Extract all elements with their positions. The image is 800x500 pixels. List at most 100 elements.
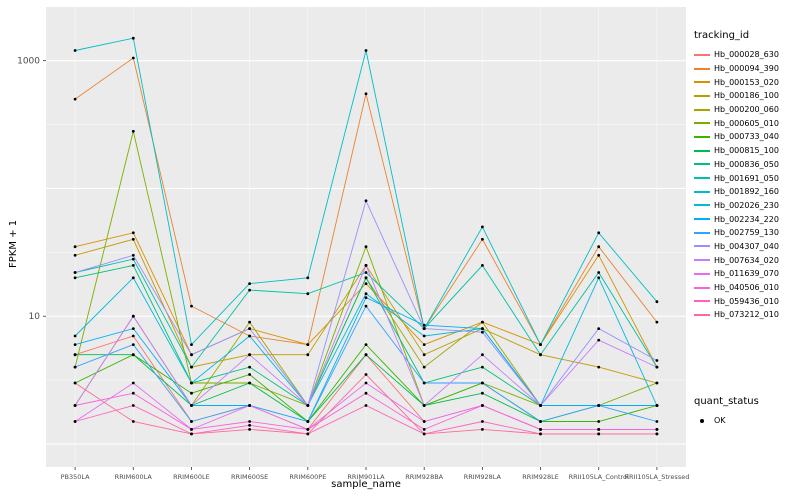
legend-item: Hb_000094_390 bbox=[694, 62, 779, 76]
legend-key-line-icon bbox=[694, 63, 710, 75]
legend-label: Hb_000605_010 bbox=[714, 118, 779, 128]
data-point bbox=[655, 359, 659, 362]
legend-label: Hb_000815_100 bbox=[714, 146, 779, 156]
legend-label: Hb_000186_100 bbox=[714, 91, 779, 101]
series-color-line bbox=[694, 53, 710, 56]
data-point bbox=[422, 323, 426, 327]
data-point bbox=[655, 432, 659, 436]
data-point bbox=[131, 257, 135, 261]
series-color-line bbox=[694, 177, 710, 180]
data-point bbox=[655, 300, 659, 304]
legend-key-line-icon bbox=[694, 213, 710, 225]
data-point bbox=[248, 404, 252, 407]
data-point bbox=[597, 404, 601, 407]
legend-key-line-icon bbox=[694, 131, 710, 143]
data-point bbox=[655, 365, 659, 369]
data-point bbox=[190, 420, 193, 423]
data-point bbox=[364, 353, 368, 357]
data-point bbox=[131, 391, 135, 395]
data-point bbox=[248, 428, 252, 431]
legend-key-line-icon bbox=[694, 90, 710, 102]
legend-key-line-icon bbox=[694, 282, 710, 294]
series-color-line bbox=[694, 272, 710, 275]
data-point bbox=[131, 314, 135, 318]
legend-tracking-id: tracking_id Hb_000028_630 Hb_000094_390 Hb… bbox=[694, 30, 779, 322]
data-point bbox=[481, 237, 484, 241]
y-tick-label: 10 bbox=[29, 312, 41, 322]
x-axis-title: sample_name bbox=[331, 479, 401, 490]
series-color-line bbox=[694, 245, 710, 248]
legend-label: Hb_011639_070 bbox=[714, 269, 779, 279]
data-point bbox=[422, 432, 426, 436]
data-point bbox=[73, 276, 77, 280]
data-point bbox=[597, 365, 601, 369]
data-point bbox=[364, 245, 368, 249]
data-point bbox=[364, 404, 368, 407]
data-point bbox=[364, 276, 368, 280]
x-tick-label: RRII105LA_Control bbox=[569, 473, 629, 481]
data-point bbox=[73, 49, 77, 52]
data-point bbox=[306, 353, 310, 357]
x-tick-label: RRIM928LE bbox=[522, 473, 559, 481]
data-point bbox=[73, 253, 77, 257]
legend-item: Hb_040506_010 bbox=[694, 281, 779, 295]
series-color-line bbox=[694, 94, 710, 97]
data-point bbox=[131, 343, 135, 346]
data-point bbox=[73, 420, 77, 423]
data-point bbox=[422, 334, 426, 338]
data-point bbox=[306, 404, 310, 407]
data-point bbox=[73, 271, 77, 274]
legend-item: Hb_007634_020 bbox=[694, 253, 779, 267]
data-point bbox=[364, 92, 368, 96]
data-point bbox=[190, 304, 193, 308]
x-tick-label: RRIM600LA bbox=[115, 473, 153, 481]
data-point bbox=[481, 420, 484, 423]
data-point bbox=[131, 327, 135, 330]
data-point bbox=[597, 327, 601, 330]
legend-label: OK bbox=[714, 416, 726, 426]
legend-key-line-icon bbox=[694, 309, 710, 321]
data-point bbox=[306, 292, 310, 296]
x-tick-label: RRIM928BA bbox=[405, 473, 443, 481]
data-point bbox=[481, 353, 484, 357]
data-point bbox=[481, 320, 484, 324]
x-tick-label: RRIM600LE bbox=[173, 473, 210, 481]
legend-key-line-icon bbox=[694, 117, 710, 129]
x-tick-label: PB350LA bbox=[61, 473, 91, 481]
data-point bbox=[539, 343, 542, 346]
legend-label: Hb_001892_160 bbox=[714, 187, 779, 197]
legend-item: Hb_002026_230 bbox=[694, 199, 779, 213]
legend-label: Hb_000733_040 bbox=[714, 132, 779, 142]
data-point bbox=[364, 282, 368, 285]
data-point bbox=[655, 420, 659, 423]
data-point bbox=[481, 404, 484, 407]
data-point bbox=[190, 404, 193, 407]
legend-key-line-icon bbox=[694, 268, 710, 280]
data-point bbox=[190, 353, 193, 357]
legend-key-line-icon bbox=[694, 295, 710, 307]
data-point bbox=[306, 420, 310, 423]
legend-label: Hb_001691_050 bbox=[714, 173, 779, 183]
data-point bbox=[190, 391, 193, 395]
data-point bbox=[364, 381, 368, 385]
data-point bbox=[655, 381, 659, 385]
legend-item: Hb_000815_100 bbox=[694, 144, 779, 158]
data-point bbox=[422, 420, 426, 423]
data-point bbox=[597, 253, 601, 257]
data-point bbox=[364, 343, 368, 346]
legend-label: Hb_000153_020 bbox=[714, 77, 779, 87]
legend-key-line-icon bbox=[694, 104, 710, 116]
data-point bbox=[131, 36, 135, 40]
data-point bbox=[539, 404, 542, 407]
data-point bbox=[73, 404, 77, 407]
data-point bbox=[597, 271, 601, 274]
series-color-line bbox=[694, 204, 710, 207]
legend-label: Hb_000028_630 bbox=[714, 50, 779, 60]
data-point bbox=[364, 391, 368, 395]
legend-label: Hb_000200_060 bbox=[714, 105, 779, 115]
legend-item: Hb_000028_630 bbox=[694, 48, 779, 62]
legend-title-quant: quant_status bbox=[694, 396, 759, 407]
legend-key-line-icon bbox=[694, 254, 710, 266]
data-point bbox=[364, 304, 368, 308]
